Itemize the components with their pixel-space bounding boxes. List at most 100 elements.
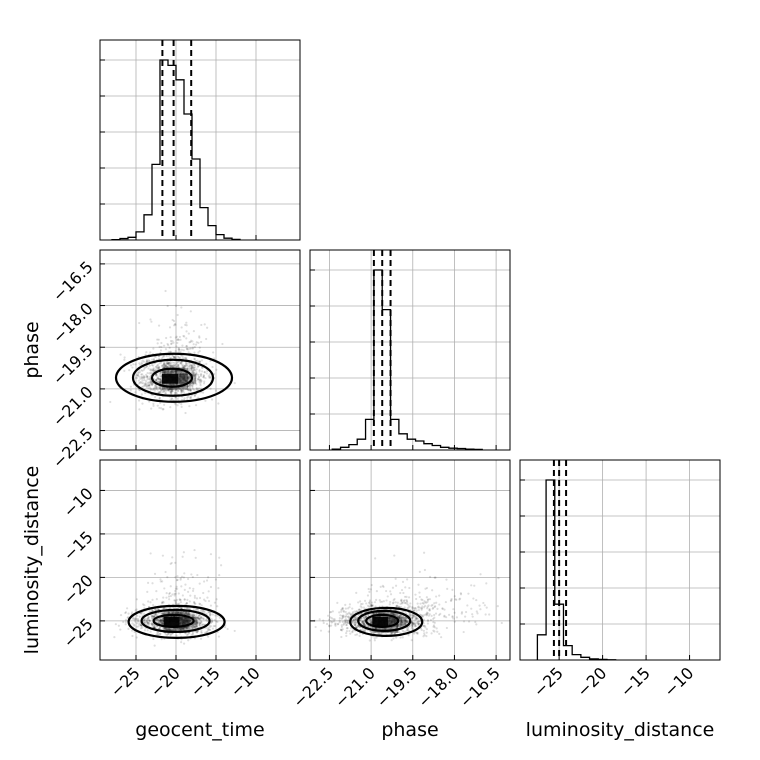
scatter-point [146, 581, 150, 584]
scatter-point [147, 624, 150, 627]
scatter-point [167, 632, 170, 636]
scatter-point [207, 599, 211, 603]
scatter-point [167, 611, 170, 614]
scatter-point [173, 356, 177, 359]
scatter-point [353, 610, 356, 613]
scatter-point [344, 615, 347, 618]
scatter-point [200, 370, 204, 373]
scatter-point [412, 622, 415, 625]
scatter-point [351, 621, 354, 625]
scatter-point [146, 621, 149, 625]
scatter-point [352, 621, 355, 625]
scatter-point [166, 388, 170, 392]
scatter-point [399, 623, 403, 626]
scatter-point [158, 619, 161, 622]
scatter-point [402, 591, 405, 595]
scatter-point [434, 576, 437, 579]
scatter-point [369, 605, 372, 608]
scatter-point [199, 637, 203, 640]
scatter-point [145, 375, 148, 378]
scatter-point [175, 345, 178, 348]
scatter-point [159, 619, 162, 622]
scatter-point [426, 622, 430, 625]
scatter-point [205, 372, 208, 375]
scatter-point [208, 376, 211, 379]
scatter-point [131, 366, 134, 369]
scatter-point [147, 384, 150, 388]
scatter-point [178, 598, 181, 601]
scatter-point [160, 381, 163, 384]
scatter-point [188, 587, 191, 590]
scatter-point [453, 595, 456, 598]
scatter-point [137, 379, 140, 382]
scatter-point [158, 377, 161, 381]
scatter-point [445, 616, 448, 619]
scatter-point [157, 619, 160, 622]
scatter-point [173, 363, 176, 366]
scatter-point [170, 383, 174, 386]
panel-frame [99, 249, 301, 451]
scatter-point [180, 403, 183, 406]
contour-level-3 [349, 606, 424, 637]
scatter-point [362, 622, 365, 625]
scatter-point [143, 621, 146, 624]
scatter-point [159, 620, 163, 623]
scatter-point [159, 618, 162, 622]
scatter-point [347, 616, 351, 619]
scatter-point [148, 383, 151, 387]
scatter-point [415, 621, 419, 625]
scatter-point [402, 623, 405, 626]
scatter-point [170, 628, 173, 631]
scatter-point [177, 347, 180, 350]
scatter-point [351, 611, 355, 614]
scatter-point [170, 371, 173, 375]
scatter-point [423, 606, 426, 609]
scatter-point [189, 388, 192, 392]
scatter-point [169, 391, 173, 394]
scatter-point [399, 620, 402, 624]
scatter-point [406, 601, 409, 604]
scatter-point [195, 368, 198, 371]
scatter-point [479, 573, 482, 576]
scatter-point [178, 356, 181, 359]
scatter-point [417, 605, 420, 608]
scatter-point [415, 617, 418, 620]
scatter-point [370, 604, 373, 607]
scatter-point [173, 628, 177, 632]
scatter-point [417, 620, 420, 623]
scatter-point [198, 349, 201, 353]
scatter-point [212, 351, 215, 354]
scatter-point [433, 602, 436, 605]
scatter-point [184, 365, 187, 368]
scatter-point [406, 626, 409, 629]
scatter-point [374, 605, 377, 608]
scatter-point [200, 604, 203, 607]
scatter-point [181, 344, 184, 347]
scatter-point [413, 618, 417, 621]
scatter-point [389, 632, 392, 636]
scatter-point [351, 612, 354, 615]
scatter-point [190, 367, 193, 370]
scatter-point [168, 591, 171, 595]
scatter-point [353, 623, 356, 626]
scatter-point [160, 389, 163, 392]
scatter-point [188, 600, 191, 603]
scatter-point [345, 630, 349, 633]
scatter-point [426, 612, 429, 615]
scatter-point [411, 616, 414, 619]
scatter-point [197, 616, 200, 619]
contour-level-3 [127, 604, 226, 639]
panel-frame [99, 39, 301, 241]
scatter-point [193, 351, 196, 354]
scatter-point [203, 371, 206, 374]
scatter-point [134, 609, 137, 612]
scatter-point [422, 635, 425, 638]
scatter-point [183, 598, 186, 601]
scatter-point [176, 338, 179, 342]
scatter-point [174, 388, 178, 392]
scatter-point [192, 587, 195, 590]
scatter-point [169, 628, 172, 631]
scatter-point [178, 611, 181, 614]
scatter-point [208, 373, 211, 376]
scatter-point [394, 601, 397, 604]
